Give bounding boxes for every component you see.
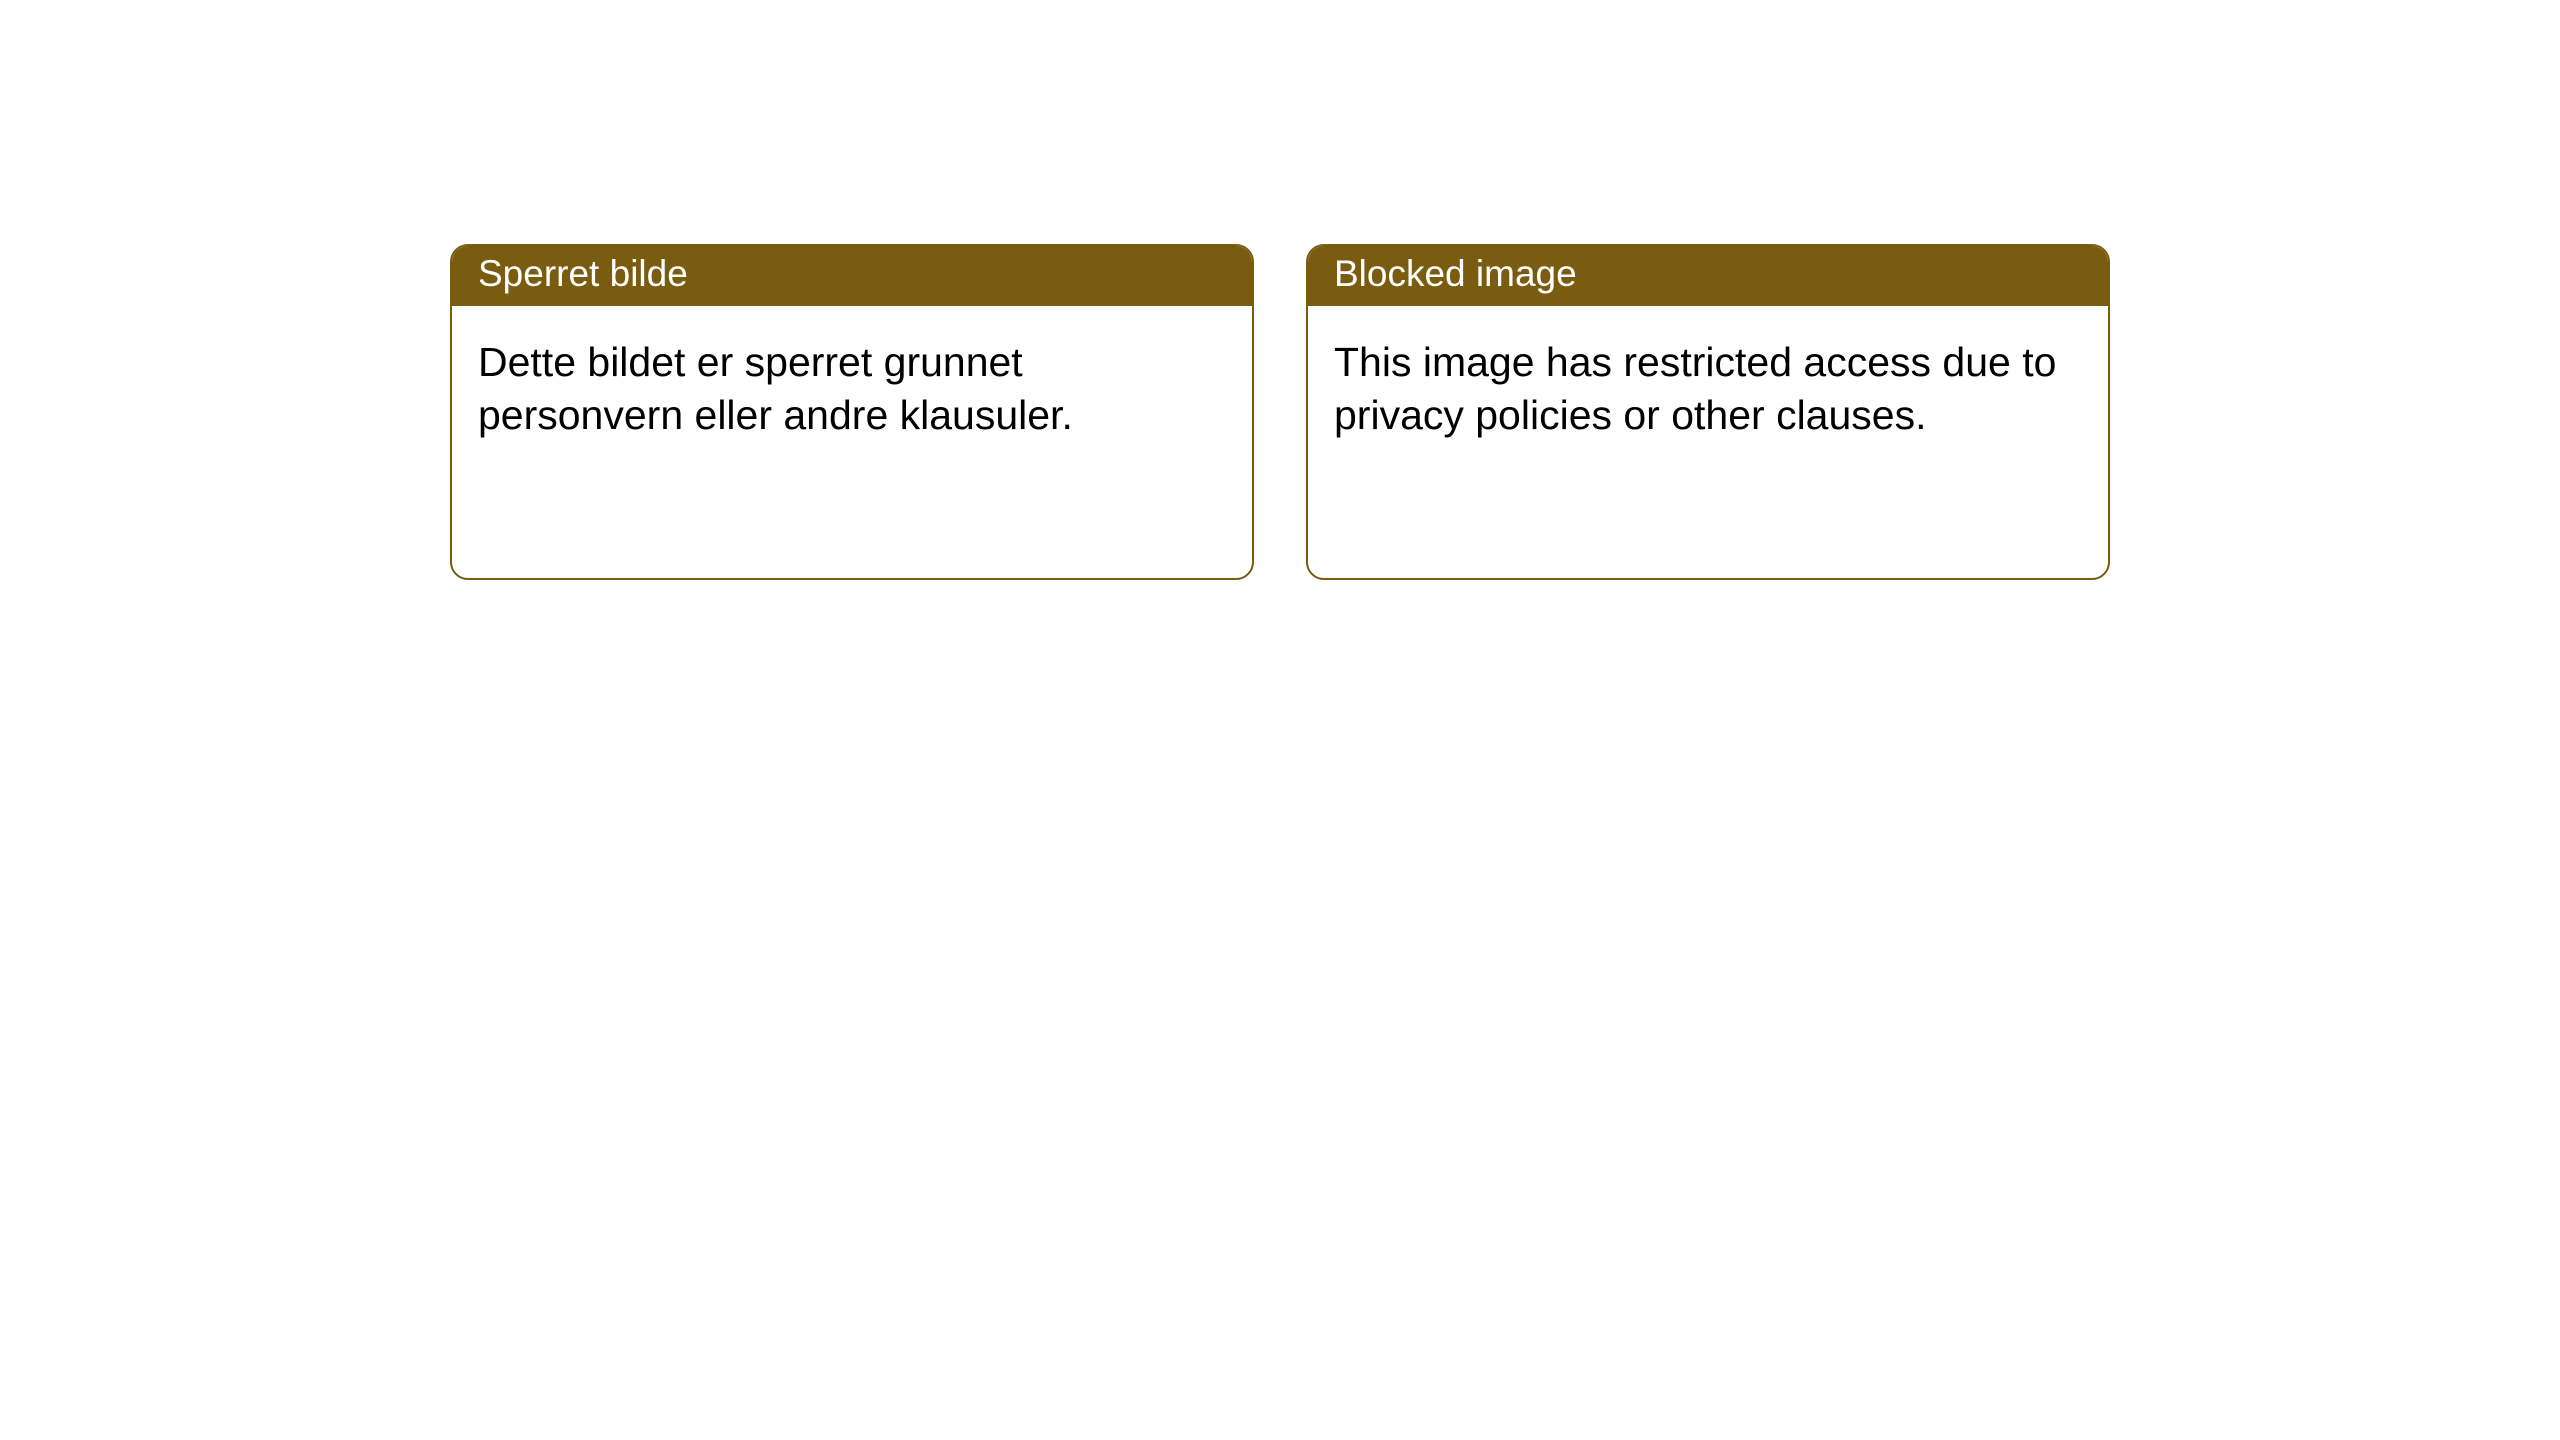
notice-card-english: Blocked image This image has restricted … [1306,244,2110,580]
notice-body: This image has restricted access due to … [1308,306,2108,471]
notice-container: Sperret bilde Dette bildet er sperret gr… [450,244,2110,580]
notice-body: Dette bildet er sperret grunnet personve… [452,306,1252,471]
notice-card-norwegian: Sperret bilde Dette bildet er sperret gr… [450,244,1254,580]
notice-header: Blocked image [1308,246,2108,306]
notice-header: Sperret bilde [452,246,1252,306]
